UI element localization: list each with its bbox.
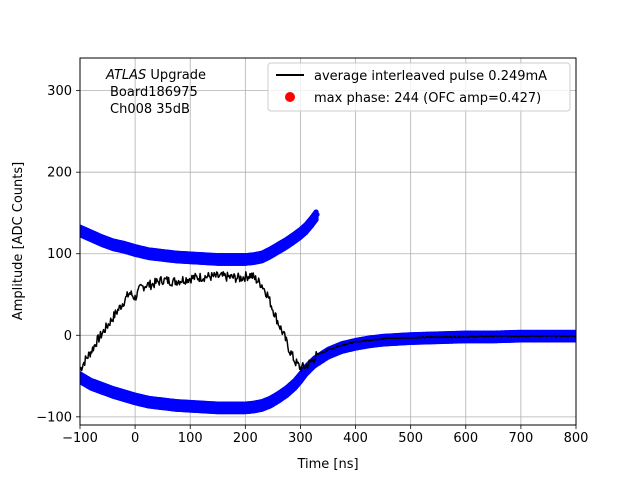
x-tick-label: 500 xyxy=(398,431,423,446)
annotation-experiment: ATLAS xyxy=(105,68,146,83)
x-tick-label: 600 xyxy=(453,431,478,446)
x-axis-label: Time [ns] xyxy=(296,457,358,472)
x-tick-label: 400 xyxy=(343,431,368,446)
max-phase-marker xyxy=(313,217,319,223)
x-tick-label: 300 xyxy=(288,431,313,446)
y-tick-label: 100 xyxy=(47,247,72,262)
x-tick-label: 700 xyxy=(508,431,533,446)
legend-marker-swatch xyxy=(285,92,295,102)
plot-data xyxy=(80,209,576,415)
y-tick-label: 0 xyxy=(64,329,72,344)
y-tick-label: 300 xyxy=(47,84,72,99)
x-tick-label: 800 xyxy=(564,431,589,446)
annotation-line-1: ATLAS Upgrade xyxy=(105,68,206,83)
legend-entry-max-phase: max phase: 244 (OFC amp=0.427) xyxy=(314,91,541,106)
x-tick-label: 200 xyxy=(233,431,258,446)
x-tick-label: 0 xyxy=(131,431,139,446)
annotation-board: Board186975 xyxy=(110,85,198,100)
legend-entry-pulse: average interleaved pulse 0.249mA xyxy=(314,69,547,84)
max-phase-marker xyxy=(314,211,320,218)
y-tick-label: 200 xyxy=(47,166,72,181)
annotation-suffix: Upgrade xyxy=(150,68,206,83)
annotation-channel: Ch008 35dB xyxy=(110,102,190,117)
x-tick-label: 100 xyxy=(178,431,203,446)
y-axis-label: Amplitude [ADC Counts] xyxy=(11,162,26,320)
max-phase-markers xyxy=(80,209,576,415)
legend: average interleaved pulse 0.249mA max ph… xyxy=(267,62,571,112)
x-tick-label: −100 xyxy=(62,431,98,446)
y-tick-label: −100 xyxy=(36,410,72,425)
